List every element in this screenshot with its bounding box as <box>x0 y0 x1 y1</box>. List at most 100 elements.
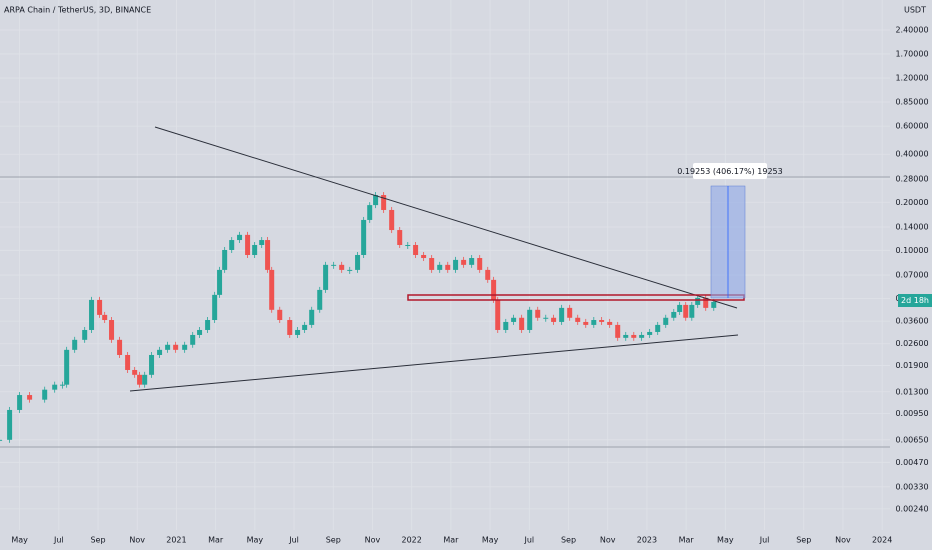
candle <box>339 264 345 270</box>
candle <box>445 264 451 270</box>
x-tick-label: May <box>717 536 734 545</box>
x-tick-label: Sep <box>796 536 811 545</box>
candle <box>317 289 323 310</box>
y-tick-label: 0.01300 <box>895 387 928 396</box>
y-tick-label: 0.40000 <box>895 150 928 159</box>
x-tick-label: Nov <box>600 536 616 545</box>
candle <box>631 334 637 338</box>
y-tick-label: 0.00330 <box>895 482 928 491</box>
candle <box>212 294 218 321</box>
candle <box>543 317 549 319</box>
candle <box>429 258 435 270</box>
candle <box>237 234 243 241</box>
candle <box>703 297 709 308</box>
candle <box>157 349 163 355</box>
candle <box>389 209 395 231</box>
candle <box>623 334 629 338</box>
y-tick-label: 0.07000 <box>895 271 928 280</box>
candle <box>173 344 179 350</box>
candle <box>639 334 645 338</box>
candle <box>615 324 621 338</box>
candle <box>527 309 533 330</box>
x-tick-label: Jul <box>759 536 770 545</box>
y-tick-label: 1.70000 <box>895 49 928 58</box>
chart-title: ARPA Chain / TetherUS, 3D, BINANCE <box>4 6 151 15</box>
candle <box>205 320 211 330</box>
candle <box>461 259 467 265</box>
candle <box>567 307 573 318</box>
y-tick-label: 0.02600 <box>895 339 928 348</box>
candle <box>259 240 265 245</box>
x-tick-label: Jul <box>53 536 64 545</box>
x-tick-label: Nov <box>835 536 851 545</box>
y-tick-label: 1.20000 <box>895 74 928 83</box>
candle <box>607 321 613 325</box>
x-tick-label: Sep <box>561 536 576 545</box>
y-tick-label: 0.28000 <box>895 174 928 183</box>
candle <box>695 297 701 305</box>
candle <box>190 334 196 345</box>
candle <box>60 384 66 386</box>
candle <box>165 344 171 350</box>
candle <box>229 240 235 250</box>
candle <box>42 389 48 400</box>
candle <box>583 321 589 325</box>
candle <box>671 311 677 318</box>
candle <box>361 219 367 255</box>
y-tick-label: 0.14000 <box>895 223 928 232</box>
x-tick-label: 2024 <box>872 536 892 545</box>
candle <box>575 317 581 322</box>
candle <box>222 249 228 270</box>
candle <box>469 258 475 265</box>
y-tick-label: 0.60000 <box>895 122 928 131</box>
candle <box>265 240 271 270</box>
x-tick-label: Mar <box>443 536 459 545</box>
candle <box>182 344 188 350</box>
x-tick-label: Mar <box>208 536 224 545</box>
x-tick-label: Jul <box>523 536 534 545</box>
candle <box>7 409 13 440</box>
candle <box>295 329 301 335</box>
y-tick-label: 0.00240 <box>895 504 928 513</box>
candle <box>82 329 88 340</box>
x-tick-label: 2021 <box>166 536 186 545</box>
candle <box>17 395 23 410</box>
candle <box>89 299 95 330</box>
candle <box>683 304 689 318</box>
candle <box>149 354 155 375</box>
candle <box>245 234 251 255</box>
candle <box>72 339 78 350</box>
candle <box>331 264 337 266</box>
x-tick-label: May <box>247 536 264 545</box>
y-tick-label: 0.00470 <box>895 458 928 467</box>
axes: 2.40000 1.70000 1.20000 0.85000 0.60000 0.400… <box>11 26 928 545</box>
candle <box>142 374 148 385</box>
countdown-label: 2d 18h <box>901 296 929 305</box>
candle <box>302 324 308 330</box>
candle <box>117 339 123 355</box>
y-tick-label: 0.03600 <box>895 317 928 326</box>
candle <box>132 369 138 375</box>
candles <box>0 192 717 444</box>
candle <box>27 395 33 400</box>
candle <box>495 299 501 330</box>
candle <box>381 195 387 210</box>
x-tick-label: Sep <box>90 536 105 545</box>
candle <box>511 317 517 322</box>
candle <box>421 254 427 259</box>
y-tick-label: 0.01900 <box>895 361 928 370</box>
y-axis-label: USDT <box>904 6 926 15</box>
candle <box>197 329 203 335</box>
candle <box>477 258 483 270</box>
candle <box>689 304 695 318</box>
x-tick-label: 2022 <box>401 536 421 545</box>
candle <box>373 195 379 206</box>
y-tick-label: 2.40000 <box>895 26 928 35</box>
candle <box>599 320 605 322</box>
annotation-box <box>693 163 767 179</box>
candle <box>309 309 315 325</box>
x-tick-label: Mar <box>679 536 695 545</box>
candle <box>367 205 373 220</box>
candle <box>485 269 491 280</box>
